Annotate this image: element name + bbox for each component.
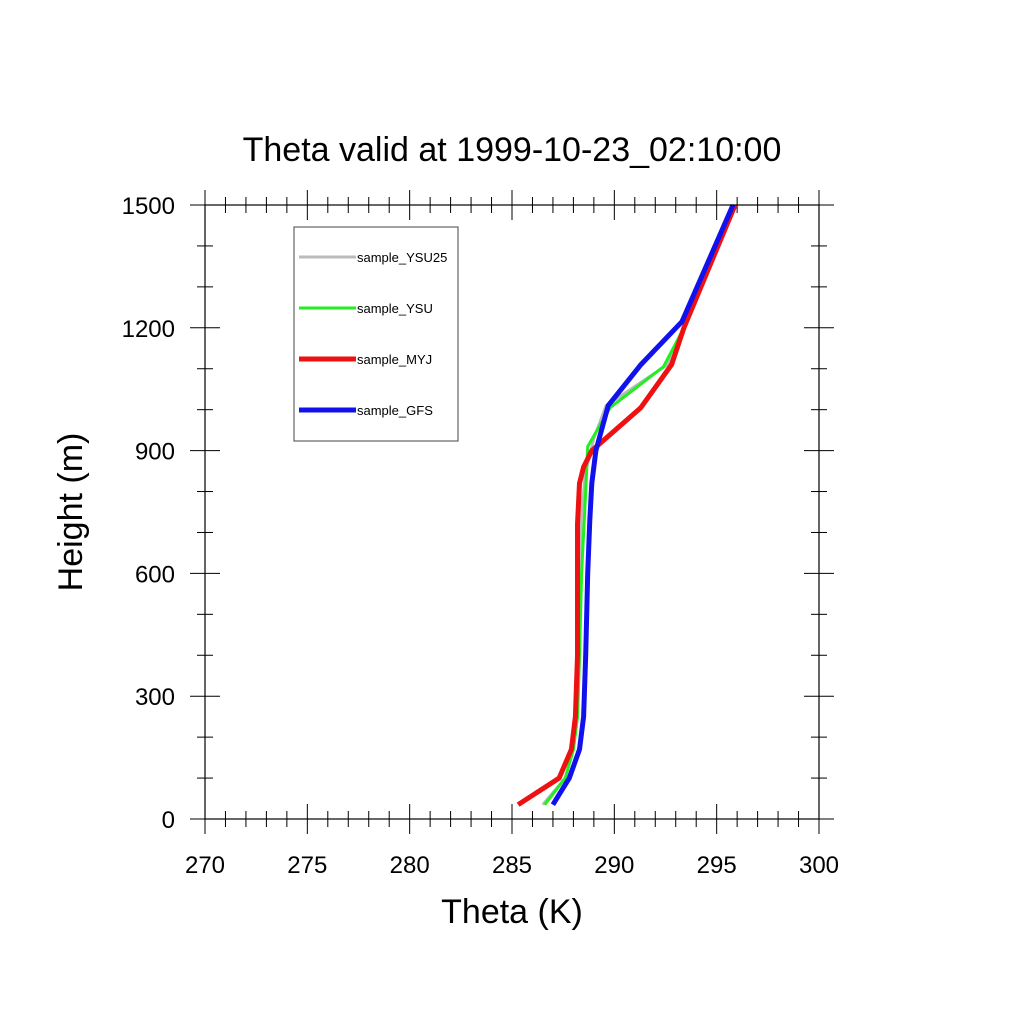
y-axis-label: Height (m) — [52, 433, 90, 592]
legend-items: sample_YSU25 sample_YSU sample_MYJ sample_G… — [299, 250, 447, 418]
tick-marks — [190, 190, 834, 834]
x-tick-label: 295 — [697, 852, 737, 879]
x-axis-label: Theta (K) — [441, 893, 583, 931]
x-tick-label: 290 — [594, 852, 634, 879]
y-tick-label: 0 — [162, 807, 175, 834]
legend-box — [293, 226, 459, 442]
y-tick-label: 600 — [135, 561, 175, 588]
tick-labels: 270 275 280 285 290 295 300 0 300 600 900 1200 1500 — [122, 193, 839, 879]
series-line-sample-myj — [516, 204, 738, 807]
y-tick-label: 900 — [135, 439, 175, 466]
chart-title: Theta valid at 1999-10-23_02:10:00 — [243, 131, 782, 169]
y-tick-label: 1200 — [122, 316, 175, 343]
legend-label-sample-ysu25: sample_YSU25 — [357, 250, 447, 265]
series-layer — [516, 203, 738, 807]
x-tick-label: 270 — [185, 852, 225, 879]
series-line-sample-ysu25 — [541, 204, 737, 806]
legend: sample_YSU25 sample_YSU sample_MYJ sample_G… — [293, 226, 459, 442]
x-tick-label: 300 — [799, 852, 839, 879]
x-tick-label: 280 — [390, 852, 430, 879]
series-line-sample-gfs — [550, 203, 736, 807]
plot-frame — [204, 204, 820, 820]
y-tick-label: 300 — [135, 684, 175, 711]
legend-label-sample-myj: sample_MYJ — [357, 352, 432, 367]
y-tick-label: 1500 — [122, 193, 175, 220]
x-tick-label: 285 — [492, 852, 532, 879]
x-tick-label: 275 — [287, 852, 327, 879]
legend-label-sample-ysu: sample_YSU — [357, 301, 433, 316]
legend-label-sample-gfs: sample_GFS — [357, 403, 433, 418]
